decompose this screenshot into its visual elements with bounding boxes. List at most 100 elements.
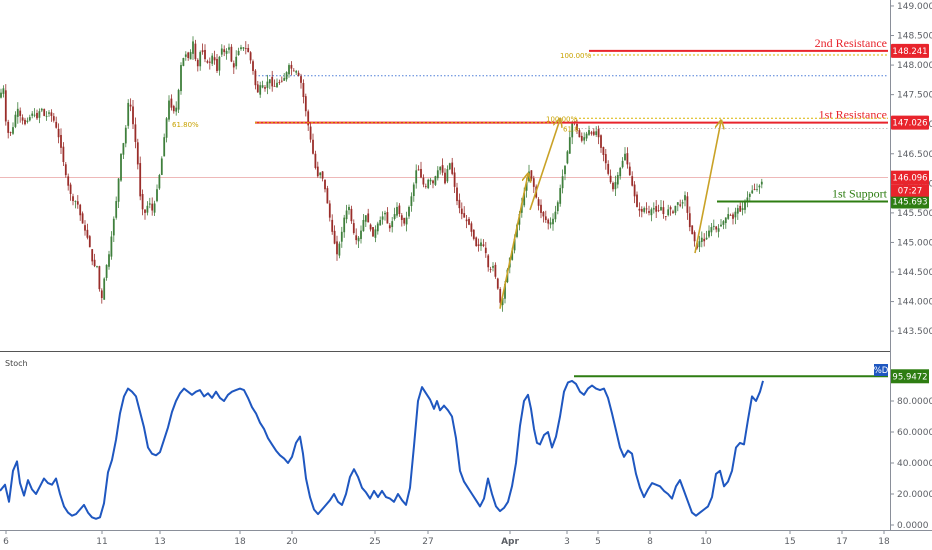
candle-body	[470, 223, 473, 232]
candle-body	[338, 243, 341, 256]
candle-body	[544, 216, 547, 220]
date-tick-label: 6	[3, 537, 9, 547]
candle-body	[127, 102, 130, 126]
projection-arrow	[499, 174, 528, 309]
candle-body	[595, 131, 598, 135]
candle-body	[172, 106, 175, 112]
candle-body	[134, 124, 137, 142]
candle-body	[403, 217, 406, 224]
candle-body	[72, 196, 74, 202]
candle-body	[57, 128, 60, 138]
candle-body	[340, 231, 343, 242]
candle-body	[441, 165, 444, 173]
candle-body	[175, 107, 178, 112]
candle-body	[117, 178, 120, 202]
candle-body	[112, 218, 115, 236]
projection-arrows	[499, 119, 721, 309]
candle-body	[165, 118, 168, 138]
candle-body	[398, 205, 401, 215]
candle-body	[24, 119, 26, 125]
candle-body	[38, 111, 41, 118]
candle-body	[703, 238, 706, 242]
candle-body	[604, 154, 607, 164]
candle-body	[684, 195, 686, 201]
projection-arrow	[529, 119, 560, 211]
candle-body	[146, 205, 149, 213]
price-tick-label: 144.000	[897, 298, 932, 308]
candle-body	[124, 127, 127, 144]
candle-body	[271, 76, 274, 87]
price-tick-label: 146.500	[897, 150, 932, 160]
level-label-support: 1st Support	[832, 186, 888, 200]
candle-body	[499, 289, 502, 303]
candle-body	[547, 219, 550, 224]
candle-body	[638, 208, 641, 211]
stoch-pane-title: Stoch	[5, 359, 28, 368]
candle-body	[273, 86, 276, 87]
candlestick-series	[0, 36, 763, 312]
candle-body	[357, 237, 360, 242]
price-tick-label: 145.000	[897, 238, 932, 248]
candle-body	[669, 207, 672, 210]
price-tick-label: 145.500	[897, 209, 932, 219]
candle-body	[199, 52, 202, 67]
candle-body	[55, 121, 58, 128]
candle-body	[655, 206, 658, 212]
candle-body	[645, 208, 648, 210]
candle-body	[139, 163, 142, 197]
candle-body	[712, 225, 715, 227]
candle-body	[729, 215, 732, 216]
candle-body	[487, 255, 490, 268]
candle-body	[230, 46, 233, 62]
candle-body	[362, 219, 365, 232]
candle-body	[360, 230, 362, 239]
candle-body	[410, 196, 413, 207]
candle-body	[153, 203, 156, 213]
level-label-resistance: 2nd Resistance	[815, 36, 887, 50]
candle-body	[453, 172, 456, 187]
candle-body	[588, 130, 590, 135]
candle-body	[379, 219, 382, 226]
candle-body	[81, 213, 84, 224]
candle-body	[501, 298, 504, 306]
candle-body	[328, 203, 331, 218]
candle-body	[266, 81, 269, 88]
candle-body	[688, 213, 691, 228]
date-axis: 6 11 13 18 20 25 27 Apr 3 5 8 10 15 17 18	[3, 530, 890, 547]
candle-body	[400, 215, 403, 220]
candle-body	[475, 237, 478, 246]
candle-body	[278, 82, 281, 83]
candle-body	[748, 193, 751, 197]
candle-body	[76, 201, 79, 205]
candle-body	[434, 176, 437, 185]
candle-body	[285, 72, 288, 80]
date-tick-label: 25	[369, 537, 380, 547]
candle-body	[256, 84, 259, 93]
candle-body	[86, 229, 89, 238]
candle-body	[151, 203, 154, 211]
candle-body	[741, 208, 744, 211]
candle-body	[48, 112, 50, 114]
candle-body	[309, 126, 312, 140]
date-tick-label: 5	[595, 537, 601, 547]
candle-body	[472, 229, 475, 239]
candle-body	[664, 216, 667, 217]
projection-arrow	[694, 121, 721, 254]
candle-body	[355, 235, 358, 241]
candle-body	[444, 172, 446, 184]
price-tick-label: 147.500	[897, 91, 932, 101]
level-price-box	[891, 115, 929, 130]
candle-body	[705, 237, 708, 240]
countdown-value: 07:27	[898, 187, 923, 197]
candle-body	[734, 211, 737, 218]
candle-body	[79, 204, 82, 216]
candle-body	[307, 111, 310, 126]
level-price-value: 145.693	[892, 197, 927, 207]
candle-body	[28, 117, 31, 121]
candle-body	[316, 166, 319, 177]
candle-body	[297, 72, 300, 76]
candle-body	[650, 209, 653, 216]
candle-body	[489, 269, 492, 270]
candle-body	[405, 217, 408, 225]
